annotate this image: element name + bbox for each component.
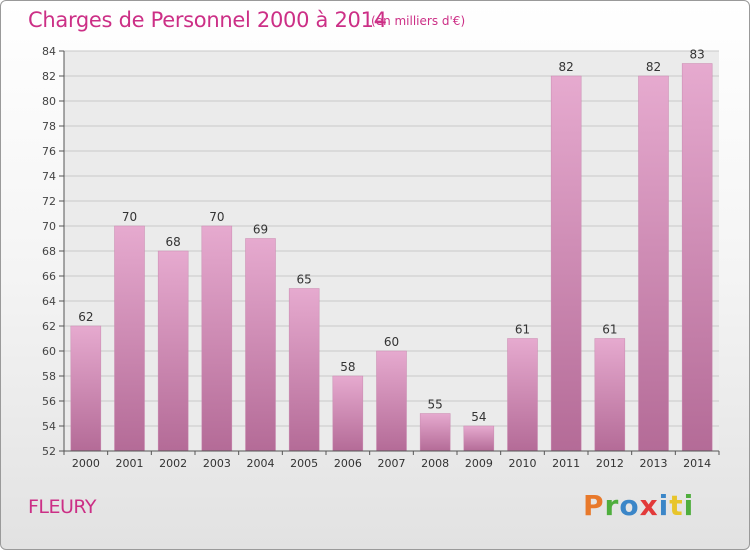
x-tick-label: 2011	[552, 457, 580, 470]
logo-letter: i	[683, 489, 695, 522]
y-tick-label: 64	[42, 295, 56, 308]
x-tick-label: 2010	[509, 457, 537, 470]
bar-2011	[550, 75, 582, 452]
logo-letter: x	[639, 489, 659, 522]
x-tick-label: 2004	[247, 457, 275, 470]
x-tick-label: 2006	[334, 457, 362, 470]
y-tick-label: 60	[42, 345, 56, 358]
bar-2007	[376, 350, 407, 452]
bar-value-label: 69	[253, 223, 268, 237]
x-tick-label: 2005	[290, 457, 318, 470]
y-tick-label: 62	[42, 320, 56, 333]
bar-2004	[245, 238, 276, 452]
bar-value-label: 58	[340, 360, 355, 374]
bar-value-label: 62	[78, 310, 93, 324]
bar-value-label: 61	[515, 323, 530, 337]
x-tick-label: 2008	[421, 457, 449, 470]
bar-2008	[419, 413, 451, 452]
logo-letter: o	[619, 489, 640, 522]
y-tick-label: 82	[42, 70, 56, 83]
bar-2002	[157, 250, 189, 452]
logo-letter: i	[658, 489, 670, 522]
bar-2009	[463, 425, 495, 452]
logo-letter: t	[669, 489, 684, 522]
bar-2000	[70, 325, 102, 452]
bar-value-label: 55	[428, 398, 443, 412]
bar-2001	[114, 225, 145, 452]
y-tick-label: 72	[42, 195, 56, 208]
y-tick-label: 84	[42, 45, 56, 58]
bar-value-label: 83	[690, 48, 705, 62]
proxiti-logo: Proxiti	[583, 489, 694, 522]
bar-value-label: 70	[122, 210, 137, 224]
chart-title: Charges de Personnel 2000 à 2014	[28, 8, 387, 32]
x-tick-label: 2009	[465, 457, 493, 470]
y-tick-label: 66	[42, 270, 56, 283]
bar-value-label: 60	[384, 335, 399, 349]
x-tick-label: 2014	[683, 457, 711, 470]
bar-value-label: 82	[646, 60, 661, 74]
x-tick-label: 2000	[72, 457, 100, 470]
chart-subtitle: (en milliers d'€)	[371, 14, 466, 28]
x-tick-label: 2001	[116, 457, 144, 470]
y-tick-label: 76	[42, 145, 56, 158]
bar-value-label: 70	[209, 210, 224, 224]
bar-2006	[332, 375, 364, 452]
bar-value-label: 54	[471, 410, 486, 424]
bar-2010	[507, 338, 538, 452]
bar-value-label: 68	[166, 235, 181, 249]
y-tick-label: 80	[42, 95, 56, 108]
bar-2005	[288, 288, 320, 452]
y-tick-label: 52	[42, 445, 56, 458]
x-tick-label: 2002	[159, 457, 187, 470]
x-tick-label: 2013	[640, 457, 668, 470]
bar-2013	[638, 75, 669, 452]
y-tick-label: 56	[42, 395, 56, 408]
bar-2012	[594, 338, 626, 452]
commune-name: FLEURY	[28, 496, 97, 518]
y-tick-label: 74	[42, 170, 56, 183]
y-tick-label: 54	[42, 420, 56, 433]
y-tick-label: 70	[42, 220, 56, 233]
bar-value-label: 61	[602, 323, 617, 337]
bar-value-label: 65	[297, 273, 312, 287]
x-tick-label: 2003	[203, 457, 231, 470]
bar-value-label: 82	[559, 60, 574, 74]
bar-2003	[201, 225, 233, 452]
x-tick-label: 2012	[596, 457, 624, 470]
logo-letter: r	[604, 489, 620, 522]
bar-2014	[681, 63, 713, 452]
y-tick-label: 58	[42, 370, 56, 383]
y-tick-label: 78	[42, 120, 56, 133]
logo-letter: P	[583, 489, 605, 522]
y-tick-label: 68	[42, 245, 56, 258]
x-tick-label: 2007	[378, 457, 406, 470]
